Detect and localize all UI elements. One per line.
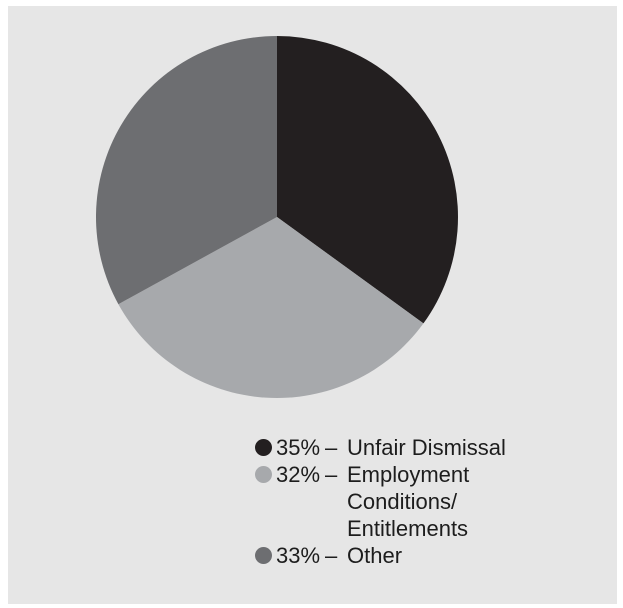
pie-slices bbox=[96, 36, 458, 398]
legend-label-1-line-2: Entitlements bbox=[347, 516, 469, 541]
legend-dash-0: – bbox=[325, 435, 338, 460]
legend-label-1-line-0: Employment bbox=[347, 462, 470, 487]
pie-slice-2 bbox=[96, 36, 277, 305]
chart-panel: 35% – Unfair Dismissal 32% – Employment … bbox=[8, 6, 617, 604]
legend-label-0: Unfair Dismissal bbox=[347, 434, 605, 461]
legend-value-1: 32% bbox=[276, 462, 321, 487]
pie-slice-1 bbox=[118, 217, 424, 398]
legend-dash-1: – bbox=[325, 462, 338, 487]
legend-item-1: 32% – Employment Conditions/ Entitlement… bbox=[255, 461, 605, 542]
pie-slice-0 bbox=[277, 36, 458, 324]
legend-label-0-line-0: Unfair Dismissal bbox=[347, 435, 506, 460]
legend-item-0: 35% – Unfair Dismissal bbox=[255, 434, 605, 461]
legend-label-1-line-1: Conditions/ bbox=[347, 489, 458, 514]
legend-label-2-line-0: Other bbox=[347, 543, 403, 568]
legend-swatch-0 bbox=[255, 439, 272, 456]
legend-label-1: Employment Conditions/ Entitlements bbox=[347, 461, 605, 542]
legend-swatch-2 bbox=[255, 547, 272, 564]
legend: 35% – Unfair Dismissal 32% – Employment … bbox=[255, 434, 605, 569]
legend-label-2: Other bbox=[347, 542, 605, 569]
pie-chart bbox=[96, 36, 458, 398]
legend-dash-2: – bbox=[325, 543, 338, 568]
legend-value-2: 33% bbox=[276, 543, 321, 568]
legend-swatch-1 bbox=[255, 466, 272, 483]
legend-item-2: 33% – Other bbox=[255, 542, 605, 569]
legend-value-0: 35% bbox=[276, 435, 321, 460]
